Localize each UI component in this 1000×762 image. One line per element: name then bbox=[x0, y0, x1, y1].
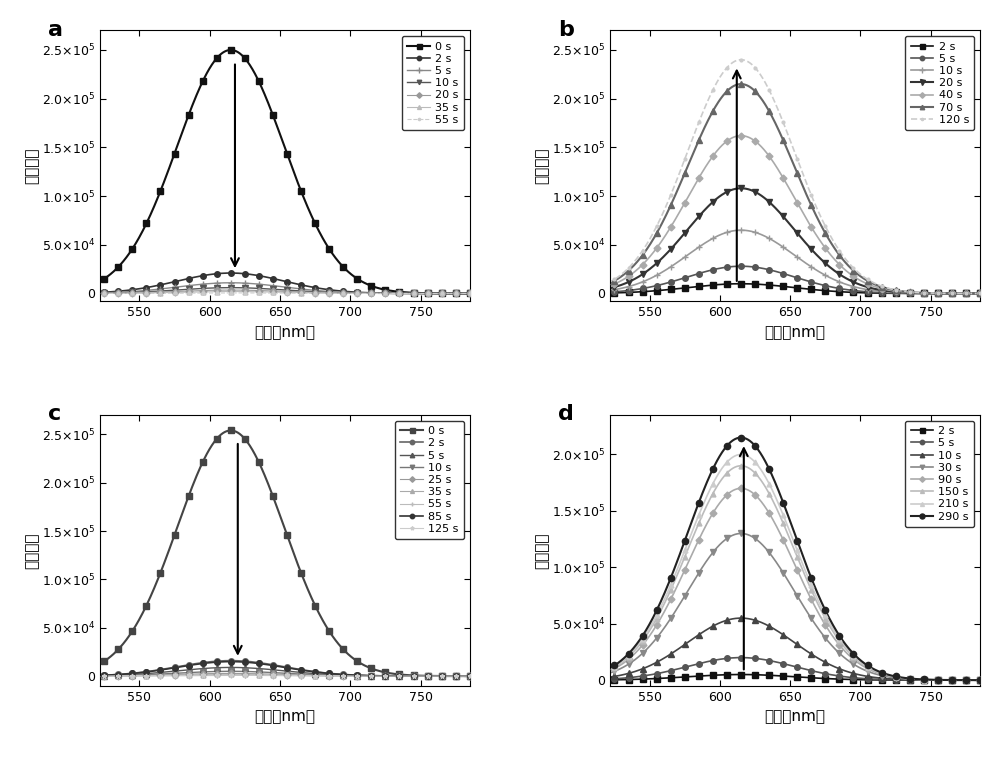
Y-axis label: 荧光强度: 荧光强度 bbox=[534, 148, 549, 184]
Text: a: a bbox=[48, 20, 63, 40]
Text: c: c bbox=[48, 404, 61, 424]
Legend: 2 s, 5 s, 10 s, 30 s, 90 s, 150 s, 210 s, 290 s: 2 s, 5 s, 10 s, 30 s, 90 s, 150 s, 210 s… bbox=[905, 421, 974, 527]
Legend: 0 s, 2 s, 5 s, 10 s, 25 s, 35 s, 55 s, 85 s, 125 s: 0 s, 2 s, 5 s, 10 s, 25 s, 35 s, 55 s, 8… bbox=[395, 421, 464, 539]
X-axis label: 波长（nm）: 波长（nm） bbox=[765, 709, 826, 724]
X-axis label: 波长（nm）: 波长（nm） bbox=[254, 709, 315, 724]
Y-axis label: 荧光强度: 荧光强度 bbox=[534, 532, 549, 568]
Legend: 0 s, 2 s, 5 s, 10 s, 20 s, 35 s, 55 s: 0 s, 2 s, 5 s, 10 s, 20 s, 35 s, 55 s bbox=[402, 36, 464, 130]
Y-axis label: 荧光强度: 荧光强度 bbox=[24, 148, 39, 184]
Legend: 2 s, 5 s, 10 s, 20 s, 40 s, 70 s, 120 s: 2 s, 5 s, 10 s, 20 s, 40 s, 70 s, 120 s bbox=[905, 36, 974, 130]
Y-axis label: 荧光强度: 荧光强度 bbox=[24, 532, 39, 568]
Text: b: b bbox=[558, 20, 574, 40]
X-axis label: 波长（nm）: 波长（nm） bbox=[254, 325, 315, 340]
X-axis label: 波长（nm）: 波长（nm） bbox=[765, 325, 826, 340]
Text: d: d bbox=[558, 404, 574, 424]
